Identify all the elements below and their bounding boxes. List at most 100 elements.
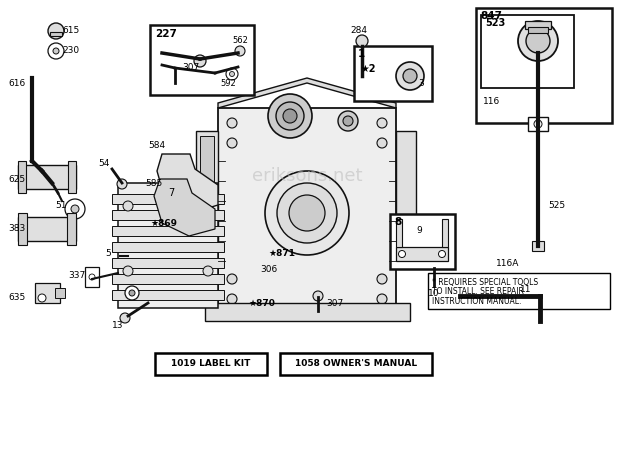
Bar xyxy=(35,283,60,303)
Text: 7: 7 xyxy=(168,188,174,198)
Text: TO INSTALL. SEE REPAIR: TO INSTALL. SEE REPAIR xyxy=(432,288,524,296)
Circle shape xyxy=(313,291,323,301)
Text: 1019 LABEL KIT: 1019 LABEL KIT xyxy=(171,360,250,368)
Bar xyxy=(396,247,448,261)
Text: * REQUIRES SPECIAL TOOLS: * REQUIRES SPECIAL TOOLS xyxy=(432,278,538,288)
Circle shape xyxy=(48,23,64,39)
Circle shape xyxy=(227,274,237,284)
Circle shape xyxy=(194,55,206,67)
Circle shape xyxy=(120,313,130,323)
Text: 625: 625 xyxy=(8,175,25,183)
Bar xyxy=(112,242,224,252)
Bar xyxy=(442,219,448,247)
Bar xyxy=(280,353,432,375)
Text: 284: 284 xyxy=(350,26,367,35)
Circle shape xyxy=(227,118,237,128)
Bar xyxy=(428,273,610,309)
Text: ★871: ★871 xyxy=(268,248,295,258)
Text: 116: 116 xyxy=(483,96,500,106)
Circle shape xyxy=(377,274,387,284)
Text: 584: 584 xyxy=(148,142,165,150)
Text: 13: 13 xyxy=(112,320,123,330)
Text: ★2: ★2 xyxy=(360,64,376,74)
Circle shape xyxy=(396,62,424,90)
Circle shape xyxy=(229,71,234,77)
Circle shape xyxy=(438,250,446,258)
Text: 11: 11 xyxy=(520,284,531,294)
Text: 616: 616 xyxy=(8,78,25,88)
Circle shape xyxy=(377,294,387,304)
Circle shape xyxy=(399,250,405,258)
Bar xyxy=(112,274,224,284)
Bar xyxy=(150,25,254,95)
Text: 562: 562 xyxy=(232,36,248,46)
Bar xyxy=(18,161,26,193)
Bar xyxy=(218,108,396,313)
Circle shape xyxy=(429,281,439,291)
Text: ★869: ★869 xyxy=(150,219,177,227)
Text: INSTRUCTION MANUAL.: INSTRUCTION MANUAL. xyxy=(432,296,521,306)
Bar xyxy=(85,267,99,287)
Circle shape xyxy=(129,290,135,296)
Text: 635: 635 xyxy=(8,294,25,302)
Bar xyxy=(55,288,65,298)
Circle shape xyxy=(268,94,312,138)
Text: 525: 525 xyxy=(548,201,565,211)
Bar xyxy=(528,27,548,33)
Polygon shape xyxy=(154,179,215,236)
Circle shape xyxy=(203,201,213,211)
Circle shape xyxy=(38,294,46,302)
Circle shape xyxy=(71,205,79,213)
Bar xyxy=(196,131,218,251)
Text: 1: 1 xyxy=(358,49,365,59)
Circle shape xyxy=(227,294,237,304)
Bar xyxy=(112,194,224,204)
Bar xyxy=(525,21,551,29)
Circle shape xyxy=(377,138,387,148)
Text: 615: 615 xyxy=(62,26,79,35)
Text: ★870: ★870 xyxy=(248,299,275,307)
Bar xyxy=(390,214,455,269)
Circle shape xyxy=(123,266,133,276)
Bar xyxy=(50,32,62,36)
Circle shape xyxy=(65,199,85,219)
Circle shape xyxy=(283,109,297,123)
Bar xyxy=(112,258,224,268)
Bar xyxy=(396,131,416,251)
Text: 1058 OWNER'S MANUAL: 1058 OWNER'S MANUAL xyxy=(295,360,417,368)
Bar xyxy=(532,241,544,251)
Text: 592: 592 xyxy=(220,78,236,88)
Circle shape xyxy=(518,21,558,61)
Text: 585: 585 xyxy=(145,178,162,188)
Circle shape xyxy=(265,171,349,255)
Circle shape xyxy=(526,29,550,53)
Text: 230: 230 xyxy=(62,47,79,55)
Text: 523: 523 xyxy=(485,18,505,28)
Circle shape xyxy=(123,201,133,211)
Circle shape xyxy=(338,111,358,131)
Text: 337: 337 xyxy=(68,272,86,280)
Text: 306: 306 xyxy=(260,265,277,273)
Text: 847: 847 xyxy=(480,11,502,21)
Circle shape xyxy=(53,48,59,54)
Circle shape xyxy=(125,286,139,300)
Bar xyxy=(396,219,402,247)
Circle shape xyxy=(117,179,127,189)
Bar xyxy=(481,15,574,88)
Bar xyxy=(155,353,267,375)
Circle shape xyxy=(403,69,417,83)
Circle shape xyxy=(170,63,180,73)
Circle shape xyxy=(534,120,542,128)
Circle shape xyxy=(377,118,387,128)
Text: eriksons.net: eriksons.net xyxy=(252,167,362,185)
Bar xyxy=(68,161,76,193)
Text: 307: 307 xyxy=(326,299,343,307)
Bar xyxy=(112,290,224,300)
Bar xyxy=(528,117,548,131)
Circle shape xyxy=(276,102,304,130)
Text: 307: 307 xyxy=(182,64,199,72)
Text: 10: 10 xyxy=(428,289,440,297)
Circle shape xyxy=(203,266,213,276)
Bar xyxy=(354,46,432,101)
Bar xyxy=(18,165,76,189)
